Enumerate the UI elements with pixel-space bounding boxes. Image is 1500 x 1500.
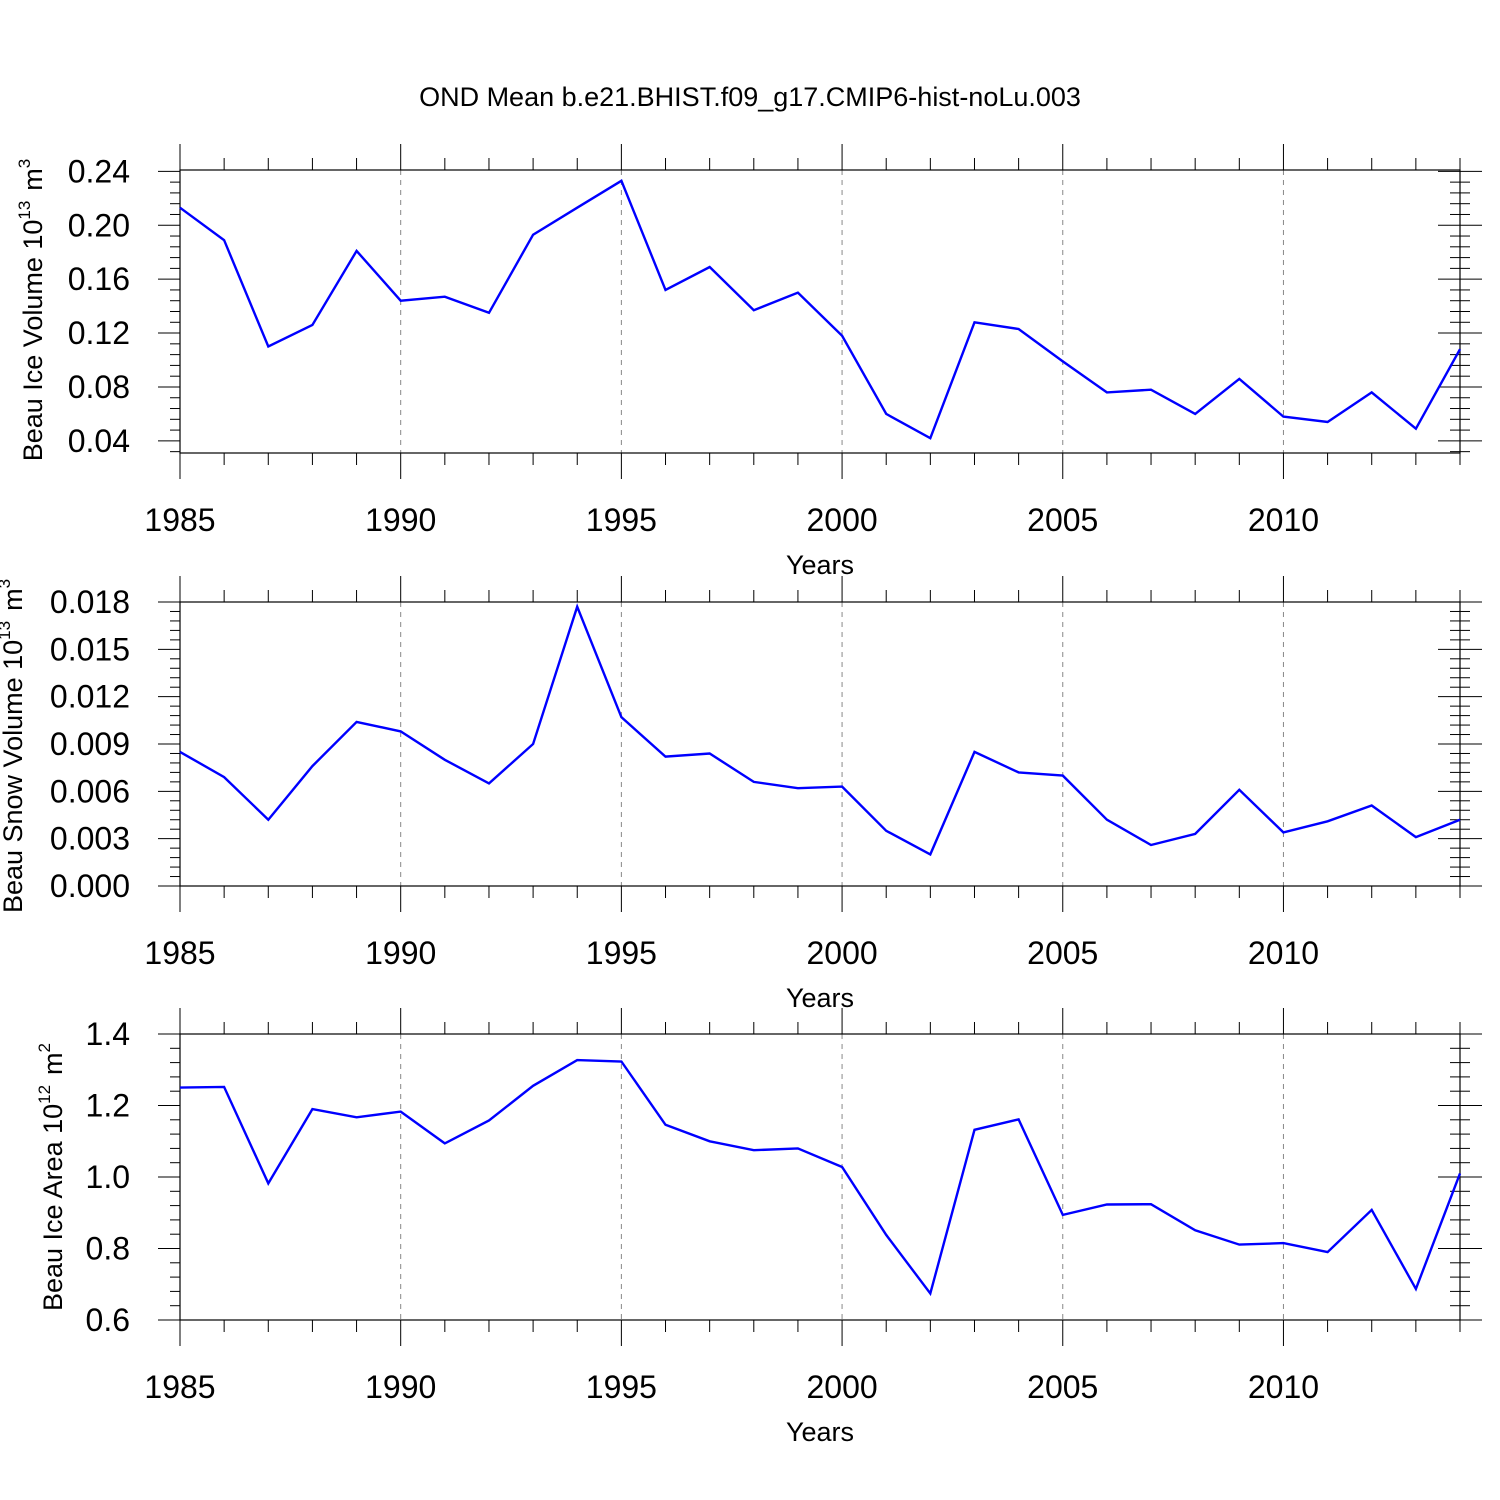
panel-snow-volume: 1985 1990 1995 2000 2005 2010 Years 0.000 0.003 0… (0, 576, 1482, 1013)
y-axis-unit-exponent: 13 (15, 201, 34, 220)
y-axis-unit-base: 10 (38, 1104, 68, 1134)
x-axis-label: Years (786, 550, 854, 580)
y-tick-label: 0.20 (68, 207, 130, 243)
x-tick-label: 1985 (144, 1369, 215, 1405)
y-axis-label: Beau Snow Volume 1013 m3 (0, 579, 28, 913)
x-tick-label: 1985 (144, 935, 215, 971)
y-tick-label: 0.000 (50, 868, 130, 904)
y-tick-label: 1.0 (86, 1159, 130, 1195)
y-axis-unit-exponent: 13 (0, 621, 14, 640)
y-tick-label: 0.12 (68, 315, 130, 351)
x-tick-label: 1995 (586, 935, 657, 971)
y-tick-label: 0.04 (68, 423, 130, 459)
x-tick-label: 1990 (365, 935, 436, 971)
x-tick-label: 2010 (1248, 935, 1319, 971)
x-tick-label: 2005 (1027, 935, 1098, 971)
y-axis-unit-exponent: 12 (35, 1085, 54, 1104)
y-axis-unit-symbol: m (38, 1052, 68, 1075)
x-tick-label: 1990 (365, 1369, 436, 1405)
x-tick-label: 2005 (1027, 502, 1098, 538)
x-tick-label: 2010 (1248, 1369, 1319, 1405)
x-tick-label: 1985 (144, 502, 215, 538)
series-line (179, 179, 1462, 440)
y-axis-unit-symbol-exponent: 2 (35, 1043, 54, 1052)
x-tick-label: 1995 (586, 1369, 657, 1405)
y-axis-label-text: Beau Ice Area (38, 1134, 68, 1311)
panel-ice-volume: 1985 1990 1995 2000 2005 2010 Years 0.04 0.08 0.1… (15, 144, 1482, 580)
x-tick-label: 1990 (365, 502, 436, 538)
series-line (179, 1058, 1462, 1297)
y-tick-label: 0.24 (68, 153, 130, 189)
x-axis-label: Years (786, 983, 854, 1013)
x-axis-label: Years (786, 1417, 854, 1447)
y-axis-label: Beau Ice Volume 1013 m3 (15, 159, 48, 462)
y-axis-unit-symbol: m (0, 588, 28, 611)
y-axis-label-text: Beau Snow Volume (0, 670, 28, 913)
y-tick-label: 0.009 (50, 726, 130, 762)
y-tick-label: 0.012 (50, 679, 130, 715)
figure-title: OND Mean b.e21.BHIST.f09_g17.CMIP6-hist-… (419, 82, 1081, 112)
y-tick-label: 0.006 (50, 773, 130, 809)
y-axis-label-text: Beau Ice Volume (18, 250, 48, 462)
x-tick-label: 2000 (806, 935, 877, 971)
y-tick-label: 0.018 (50, 584, 130, 620)
y-tick-label: 1.2 (86, 1088, 130, 1124)
x-tick-label: 2000 (806, 1369, 877, 1405)
y-tick-label: 0.003 (50, 821, 130, 857)
series-line (179, 603, 1461, 857)
y-axis-unit-symbol: m (18, 168, 48, 191)
x-tick-label: 2005 (1027, 1369, 1098, 1405)
x-tick-label: 2010 (1248, 502, 1319, 538)
y-tick-label: 0.6 (86, 1302, 130, 1338)
panel-ice-area: 1985 1990 1995 2000 2005 2010 Years 0.6 0.8 1.0 1.… (35, 1008, 1482, 1447)
y-tick-label: 0.015 (50, 631, 130, 667)
y-axis-unit-symbol-exponent: 3 (15, 159, 34, 168)
y-axis-unit-base: 10 (18, 220, 48, 250)
y-tick-label: 1.4 (86, 1016, 130, 1052)
y-axis-unit-symbol-exponent: 3 (0, 579, 14, 588)
y-axis-unit-base: 10 (0, 640, 28, 670)
y-tick-label: 0.16 (68, 261, 130, 297)
y-tick-label: 0.8 (86, 1231, 130, 1267)
y-axis-label: Beau Ice Area 1012 m2 (35, 1043, 68, 1311)
y-tick-label: 0.08 (68, 369, 130, 405)
x-tick-label: 2000 (806, 502, 877, 538)
x-tick-label: 1995 (586, 502, 657, 538)
